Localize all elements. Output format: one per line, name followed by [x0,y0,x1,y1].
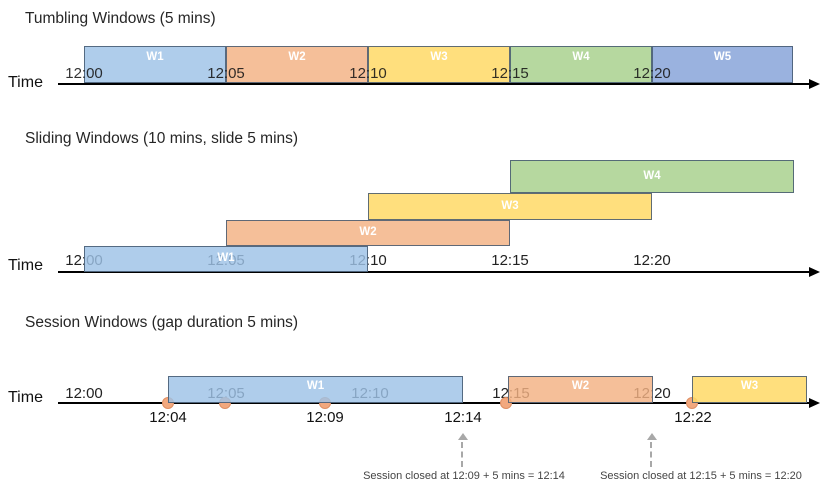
session-close-annotation-1: Session closed at 12:09 + 5 mins = 12:14 [363,470,565,482]
session-window-w3: W3 [692,376,807,403]
sliding-time-axis-label: Time [8,257,43,274]
event-time-label-1214: 12:14 [444,409,482,426]
window-label: W3 [740,380,759,392]
window-label: W4 [572,51,590,63]
session-close-arrow-up-icon [458,433,468,440]
window-label: W2 [571,380,590,392]
session-tick-1200: 12:00 [65,385,103,402]
session-close-arrow-line [650,442,652,467]
session-close-arrow-line [461,442,463,467]
tumbling-tick-1210: 12:10 [349,65,387,82]
window-label: W1 [306,380,325,392]
tumbling-time-axis [58,83,812,85]
tumbling-window-w1: W1 [84,46,226,83]
tumbling-axis-arrowhead-icon [809,79,820,89]
session-time-axis-label: Time [8,389,43,406]
window-label: W3 [430,51,448,63]
window-label: W5 [713,51,732,63]
sliding-tick-1220: 12:20 [633,252,671,269]
sliding-window-w2: W2 [226,220,510,246]
tumbling-time-axis-label: Time [8,74,43,91]
tumbling-tick-1220: 12:20 [633,65,671,82]
sliding-window-w3: W3 [368,193,652,220]
window-label: W2 [359,226,377,239]
session-window-w2: W2 [508,376,653,403]
sliding-tick-1215: 12:15 [491,252,529,269]
window-label: W3 [501,199,519,212]
session-close-annotation-2: Session closed at 12:15 + 5 mins = 12:20 [600,470,802,482]
event-time-label-1204: 12:04 [149,409,187,426]
window-label: W2 [288,51,306,63]
tumbling-tick-1205: 12:05 [207,65,245,82]
event-time-label-1222: 12:22 [674,409,712,426]
sliding-window-w1: W1 [84,246,368,272]
sliding-time-axis [58,271,812,273]
session-title: Session Windows (gap duration 5 mins) [25,314,299,331]
tumbling-window-w4: W4 [510,46,652,83]
tumbling-window-w5: W5 [652,46,793,83]
session-axis-arrowhead-icon [809,398,820,408]
sliding-axis-arrowhead-icon [809,267,820,277]
event-time-label-1209: 12:09 [306,409,344,426]
window-label: W4 [643,169,661,182]
tumbling-title: Tumbling Windows (5 mins) [25,10,216,27]
window-label: W1 [217,252,235,265]
sliding-title: Sliding Windows (10 mins, slide 5 mins) [25,130,299,147]
tumbling-window-w3: W3 [368,46,510,83]
window-label: W1 [146,51,164,63]
session-window-w1: W1 [168,376,463,403]
session-time-axis [58,402,812,404]
tumbling-window-w2: W2 [226,46,368,83]
sliding-window-w4: W4 [510,160,794,193]
tumbling-tick-1200: 12:00 [65,65,103,82]
tumbling-tick-1215: 12:15 [491,65,529,82]
session-close-arrow-up-icon [647,433,657,440]
